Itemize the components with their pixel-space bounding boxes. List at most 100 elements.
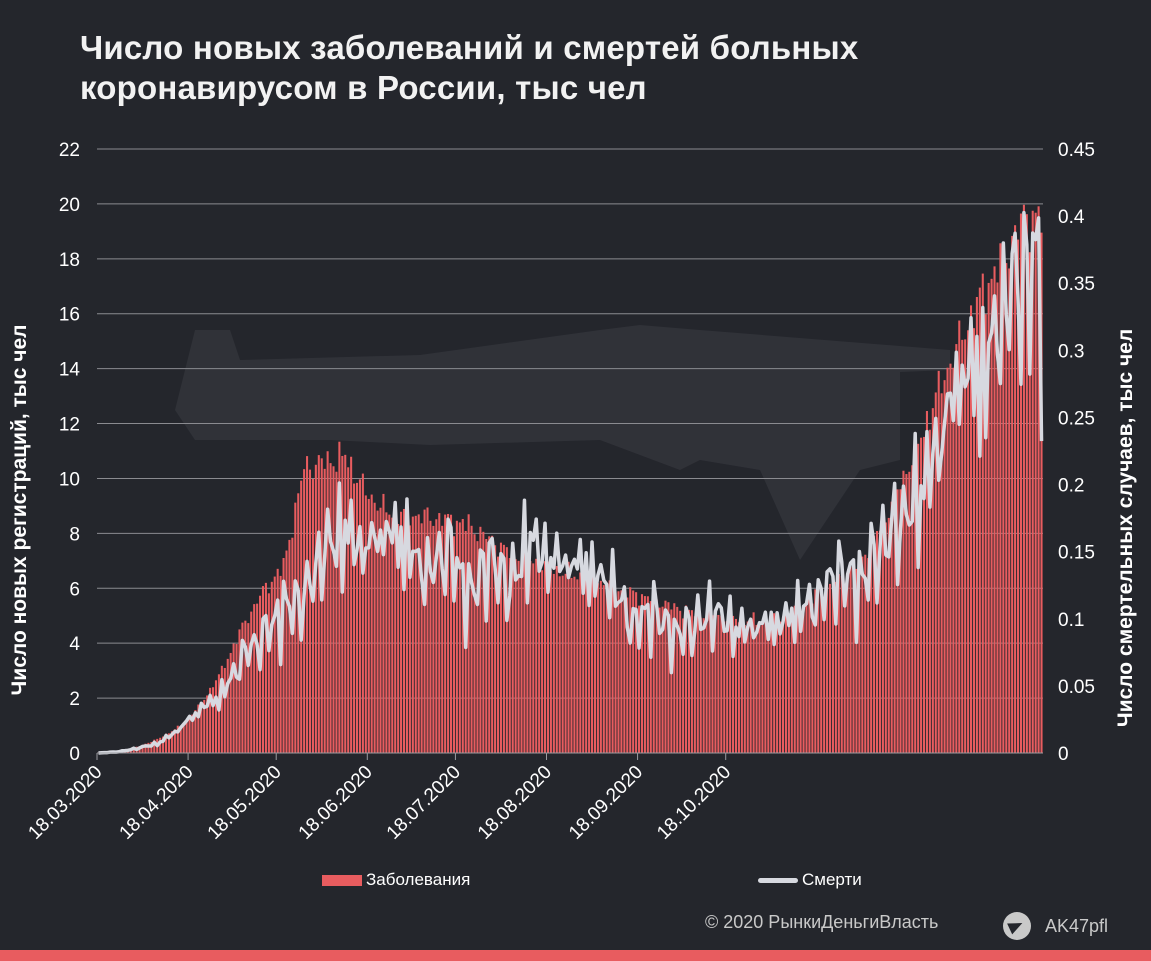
cases-bar [1014,225,1017,753]
cases-bar [376,510,379,753]
cases-bar [638,605,641,753]
cases-bar [1040,232,1043,753]
cases-bar [1011,235,1014,753]
cases-bar [461,518,464,753]
cases-bar [655,599,658,753]
cases-bar [317,455,320,753]
cases-bar [1028,252,1031,753]
cases-bar [990,278,993,753]
cases-bar [896,489,899,753]
cases-bar [220,665,223,753]
cases-bar [981,273,984,753]
cases-bar [364,495,367,753]
cases-bar [796,600,799,753]
cases-bar [635,592,638,753]
cases-bar [858,552,861,753]
cases-bar [640,594,644,753]
legend-deaths-swatch [758,877,798,883]
cases-bar [444,514,447,753]
cases-bar [335,471,338,753]
cases-bar [764,618,767,753]
cases-bar [852,562,855,753]
left-tick-label: 20 [59,195,80,216]
cases-bar [455,520,458,753]
cases-bar [535,558,538,753]
cases-bar [902,470,905,753]
cases-bar [749,620,752,753]
cases-bar [264,582,267,753]
cases-bar [626,597,629,753]
cases-bar [755,624,758,753]
cases-bar [884,522,887,753]
cases-bar [767,625,770,753]
cases-bar [837,574,840,753]
cases-bar [949,363,952,753]
cases-bar [206,695,209,753]
cases-bar [887,517,890,753]
legend-cases-swatch [322,874,362,886]
cases-bar [261,586,265,753]
cases-bar [943,380,946,753]
cases-bar [347,467,350,753]
right-tick-label: 0.45 [1058,140,1095,161]
cases-bar [729,611,732,753]
cases-bar [1037,206,1040,753]
cases-bar [370,494,373,753]
cases-bar [494,545,497,753]
cases-bar [934,392,937,753]
cases-bar [588,574,591,753]
cases-bar [784,610,787,753]
left-axis-title: Число новых регистраций, тыс чел [8,325,31,696]
cases-bar [544,561,547,753]
cases-bar [623,585,626,753]
cases-bar [541,570,544,753]
cases-bar [702,618,705,753]
cases-bar [291,537,294,753]
cases-bar [558,576,561,753]
left-tick-label: 10 [59,469,80,490]
cases-bar [817,590,820,753]
cases-bar [564,573,567,753]
right-axis-title: Число смертельных случаев, тыс чел [1114,329,1137,727]
left-tick-label: 18 [59,250,80,271]
cases-bar [814,589,817,753]
cases-bar [828,583,832,753]
cases-bar [996,282,999,753]
telegram-handle[interactable]: AK47pfl [1003,912,1108,940]
cases-bar [162,736,165,753]
cases-bar [743,625,746,753]
cases-bar [802,604,805,753]
cases-bar [326,451,329,753]
cases-bar [388,514,391,753]
cases-bar [411,516,414,753]
right-tick-label: 0.05 [1058,677,1095,698]
cases-bar [176,725,179,753]
cases-bar [632,590,635,753]
cases-bar [314,464,317,753]
cases-bar [737,622,740,753]
cases-bar [338,441,341,753]
cases-bar [1022,204,1025,753]
cases-bar [385,512,388,753]
cases-bar [244,620,247,753]
watermark-rifle [175,325,950,560]
cases-bar [526,559,529,753]
cases-bar [405,502,408,753]
x-tick-label: 18.03.2020 [24,762,106,844]
cases-bar [285,550,288,753]
legend-deaths-label: Смерти [802,870,862,889]
cases-bar [470,525,473,753]
x-tick-label: 18.04.2020 [116,762,198,844]
x-tick-label: 18.09.2020 [565,762,647,844]
cases-bar [855,568,858,753]
cases-bar [153,739,156,753]
cases-bar [676,606,679,753]
cases-bar [582,586,585,753]
cases-bar [649,601,652,753]
cases-bar [165,733,168,753]
cases-bar [514,559,517,753]
cases-bar [1031,210,1034,753]
cases-bar [955,344,958,753]
cases-bar [608,580,611,753]
cases-bar [546,561,549,753]
